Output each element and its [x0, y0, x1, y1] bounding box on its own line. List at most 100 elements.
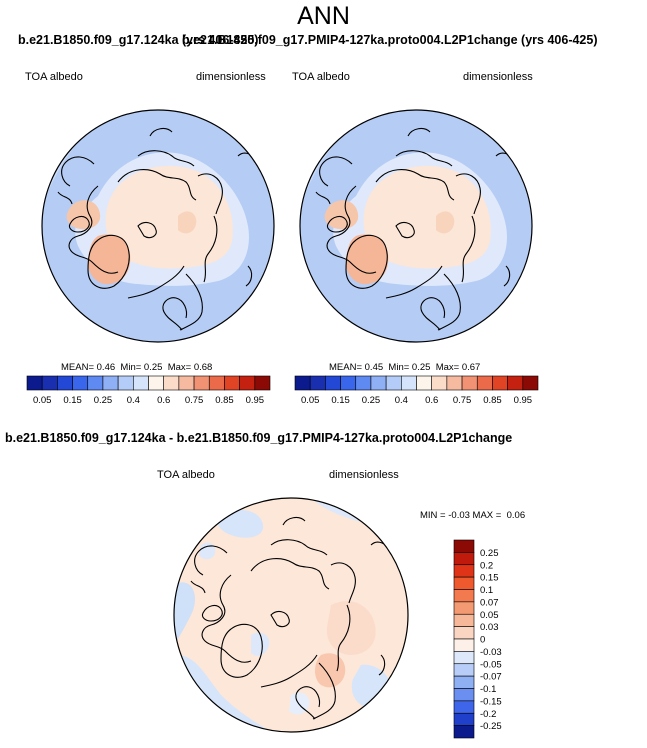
colorbar-tick-label: 0.75 — [185, 395, 204, 406]
colorbar-swatch — [453, 552, 475, 566]
colorbar-tick-label: 0.03 — [480, 622, 499, 633]
min-label: Min= — [388, 362, 410, 373]
max-value: 0.68 — [193, 362, 213, 373]
colorbar-swatch — [453, 589, 475, 603]
colorbar-tick-label: 0.05 — [480, 610, 499, 621]
min-value: 0.25 — [411, 362, 431, 373]
min-label: MIN = — [420, 510, 446, 521]
map-panel-difference — [173, 497, 409, 733]
colorbar-swatch — [340, 375, 357, 391]
colorbar-tick-label: 0.05 — [33, 395, 52, 406]
panel-a-variable: TOA albedo — [25, 71, 83, 83]
colorbar-swatch — [453, 663, 475, 677]
colorbar-tick-label: 0.15 — [63, 395, 82, 406]
colorbar-swatch — [133, 375, 149, 391]
panel-c-stats: MIN = -0.03 MAX = 0.06 — [420, 510, 525, 521]
colorbar-swatch — [453, 675, 475, 689]
colorbar-tick-label: 0.85 — [215, 395, 234, 406]
colorbar-swatch — [446, 375, 463, 391]
colorbar-tick-label: 0.6 — [425, 395, 438, 406]
colorbar-swatch — [309, 375, 326, 391]
colorbar-panel-b: 0.05 0.15 0.25 0.4 0.6 0.75 0.85 0.95 — [294, 375, 539, 406]
panel-a-units: dimensionless — [196, 71, 266, 83]
colorbar-panel-a: 0.05 0.15 0.25 0.4 0.6 0.75 0.85 0.95 — [26, 375, 271, 406]
colorbar-swatch — [26, 375, 43, 391]
colorbar-swatch — [453, 564, 475, 578]
min-label: Min= — [120, 362, 142, 373]
mean-label: MEAN= — [329, 362, 362, 373]
colorbar-swatch — [461, 375, 478, 391]
colorbar-swatch — [117, 375, 134, 391]
colorbar-tick-label: 0.95 — [514, 395, 533, 406]
colorbar-swatch — [522, 375, 539, 391]
colorbar-swatch — [178, 375, 195, 391]
colorbar-swatch — [224, 375, 240, 391]
colorbar-swatch — [385, 375, 402, 391]
colorbar-swatch — [72, 375, 89, 391]
colorbar-swatch — [492, 375, 508, 391]
colorbar-tick-label: 0.15 — [331, 395, 350, 406]
colorbar-tick-label: 0.4 — [395, 395, 408, 406]
colorbar-swatch — [416, 375, 432, 391]
panel-a-stats: MEAN= 0.46 Min= 0.25 Max= 0.68 — [61, 362, 212, 373]
colorbar-panel-difference: 0.250.2 0.150.10.07 0.050.03 0-0.03-0.05 -0.… — [453, 539, 502, 739]
colorbar-tick-label: 0.4 — [127, 395, 140, 406]
colorbar-tick-label: 0.85 — [483, 395, 502, 406]
colorbar-swatch — [87, 375, 104, 391]
panel-b-units: dimensionless — [463, 71, 533, 83]
colorbar-tick-label: 0.75 — [453, 395, 472, 406]
colorbar-tick-label: 0.15 — [480, 573, 499, 584]
colorbar-swatch — [239, 375, 256, 391]
mean-value: 0.46 — [96, 362, 116, 373]
panel-b-variable: TOA albedo — [292, 71, 350, 83]
colorbar-tick-label: 0.95 — [246, 395, 265, 406]
mean-value: 0.45 — [364, 362, 384, 373]
case-a-title: b.e21.B1850.f09_g17.124ka (yrs 406-425) — [18, 33, 259, 47]
colorbar-swatch — [254, 375, 271, 391]
colorbar-swatch — [453, 638, 475, 652]
colorbar-tick-label: -0.05 — [480, 659, 502, 670]
colorbar-tick-label: 0.2 — [480, 560, 493, 571]
colorbar-swatch — [453, 613, 475, 627]
colorbar-tick-label: -0.1 — [480, 684, 496, 695]
colorbar-swatch — [325, 375, 341, 391]
map-panel-a — [41, 109, 275, 343]
colorbar-swatch — [355, 375, 372, 391]
colorbar-tick-label: 0.25 — [362, 395, 381, 406]
min-value: 0.25 — [143, 362, 163, 373]
colorbar-swatch — [453, 725, 475, 739]
colorbar-tick-label: 0 — [480, 635, 485, 646]
colorbar-swatch — [401, 375, 417, 391]
max-value: 0.06 — [506, 510, 526, 521]
colorbar-tick-label: -0.15 — [480, 696, 502, 707]
max-label: MAX = — [472, 510, 502, 521]
max-label: Max= — [167, 362, 192, 373]
colorbar-swatch — [453, 601, 475, 615]
colorbar-swatch — [193, 375, 210, 391]
colorbar-swatch — [148, 375, 164, 391]
colorbar-tick-label: 0.1 — [480, 585, 493, 596]
colorbar-swatch — [41, 375, 58, 391]
colorbar-swatch — [453, 576, 475, 590]
colorbar-swatch — [57, 375, 73, 391]
colorbar-swatch — [476, 375, 493, 391]
colorbar-tick-label: 0.6 — [157, 395, 170, 406]
colorbar-swatch — [431, 375, 448, 391]
colorbar-swatch — [370, 375, 387, 391]
colorbar-tick-label: -0.07 — [480, 672, 502, 683]
mean-label: MEAN= — [61, 362, 94, 373]
max-value: 0.67 — [461, 362, 481, 373]
colorbar-swatch — [208, 375, 225, 391]
colorbar-tick-label: -0.03 — [480, 647, 502, 658]
colorbar-swatch — [507, 375, 524, 391]
panel-b-stats: MEAN= 0.45 Min= 0.25 Max= 0.67 — [329, 362, 480, 373]
main-title: ANN — [297, 2, 350, 30]
panel-c-units: dimensionless — [329, 469, 399, 481]
colorbar-swatch — [453, 700, 475, 714]
colorbar-swatch — [163, 375, 180, 391]
colorbar-tick-label: 0.05 — [301, 395, 320, 406]
colorbar-swatch — [453, 688, 475, 702]
colorbar-swatch — [453, 626, 475, 640]
difference-title: b.e21.B1850.f09_g17.124ka - b.e21.B1850.… — [5, 431, 513, 445]
